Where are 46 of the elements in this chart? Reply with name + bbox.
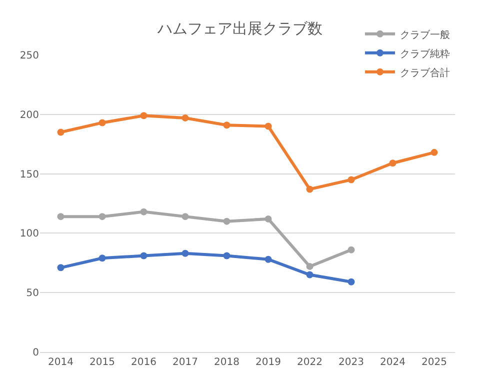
y-tick-label: 0 xyxy=(32,348,39,358)
point xyxy=(140,252,148,260)
point xyxy=(264,122,272,130)
point xyxy=(98,213,106,220)
point xyxy=(57,264,64,272)
x-tick-label: 2016 xyxy=(131,357,156,368)
point xyxy=(98,119,106,126)
point xyxy=(140,208,148,216)
legend-label: クラブ純粋 xyxy=(400,48,450,60)
point xyxy=(306,271,314,278)
point xyxy=(306,186,314,193)
point xyxy=(389,160,396,167)
y-tick-label: 50 xyxy=(26,288,39,300)
point xyxy=(57,128,64,136)
point xyxy=(306,262,314,270)
chart-title: ハムフェア出展クラブ数 xyxy=(156,19,322,38)
x-tick-label: 2025 xyxy=(422,357,447,368)
y-tick-label: 150 xyxy=(20,169,39,180)
legend-label: クラブ合計 xyxy=(400,66,450,79)
point xyxy=(140,112,148,120)
y-tick-label: 100 xyxy=(20,228,39,240)
point xyxy=(223,218,230,225)
point xyxy=(348,278,355,286)
x-tick-label: 2017 xyxy=(172,357,198,368)
x-tick-label: 2018 xyxy=(214,357,240,368)
point xyxy=(430,148,438,156)
x-tick-label: 2023 xyxy=(338,357,364,368)
y-tick-label: 250 xyxy=(20,50,39,62)
legend-label: クラブ一般 xyxy=(400,28,450,41)
x-tick-label: 2014 xyxy=(48,357,74,368)
point xyxy=(348,176,355,184)
point xyxy=(57,213,64,220)
point xyxy=(223,122,230,129)
x-tick-label: 2024 xyxy=(380,357,406,368)
x-tick-label: 2019 xyxy=(256,357,281,368)
x-tick-label: 2022 xyxy=(297,357,322,368)
point xyxy=(182,250,189,257)
point xyxy=(223,252,230,260)
point xyxy=(348,246,355,254)
point xyxy=(182,213,189,220)
point xyxy=(98,254,106,262)
point xyxy=(182,114,189,122)
y-tick-label: 200 xyxy=(20,110,39,121)
point xyxy=(264,215,272,222)
point xyxy=(264,256,272,263)
x-tick-label: 2015 xyxy=(90,357,115,368)
